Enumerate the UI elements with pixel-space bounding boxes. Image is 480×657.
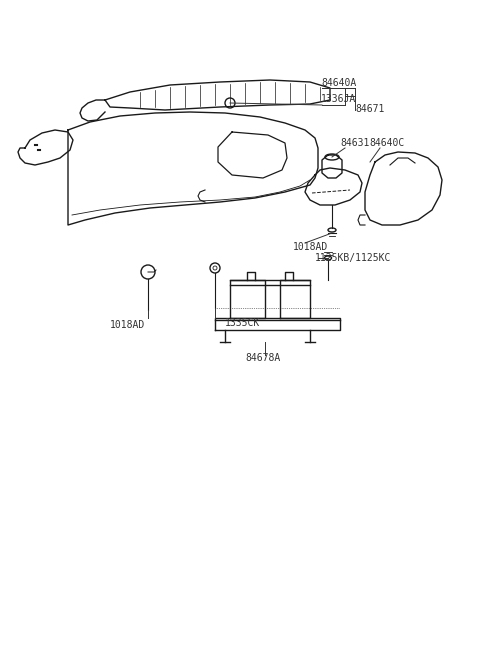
Text: 84671: 84671 [355,104,384,114]
Text: 1018AD: 1018AD [293,242,328,252]
Text: 84678A: 84678A [245,353,280,363]
Text: 1336JA: 1336JA [321,94,356,104]
Text: 84631: 84631 [340,138,370,148]
Text: 84640A: 84640A [321,78,356,88]
Text: 1335CK: 1335CK [225,318,260,328]
Text: 1018AD: 1018AD [110,320,145,330]
Text: 1125KB/1125KC: 1125KB/1125KC [315,253,391,263]
Text: 84640C: 84640C [369,138,404,148]
